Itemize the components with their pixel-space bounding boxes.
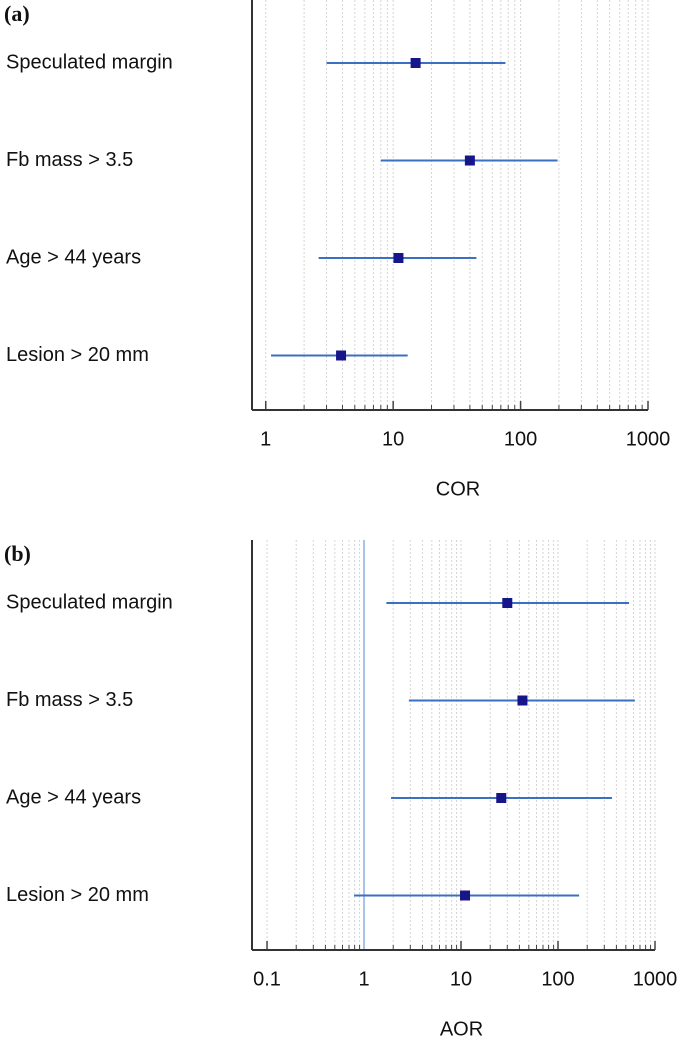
x-tick-label: 1 (260, 428, 271, 450)
point-estimate (460, 890, 471, 901)
category-label: Fb mass > 3.5 (6, 689, 133, 711)
point-estimate (496, 793, 507, 803)
point-estimate (517, 695, 528, 706)
category-label: Age > 44 years (6, 786, 141, 808)
x-axis-label: COR (436, 478, 480, 500)
point-estimate (393, 253, 404, 263)
category-label: Speculated margin (6, 591, 173, 613)
x-tick-label: 10 (450, 968, 472, 990)
category-label: Age > 44 years (6, 246, 141, 268)
x-tick-label: 1000 (633, 968, 678, 990)
point-estimate (336, 350, 347, 361)
category-label: Fb mass > 3.5 (6, 149, 133, 171)
x-tick-label: 10 (382, 428, 404, 450)
point-estimate (502, 598, 513, 608)
category-label: Lesion > 20 mm (6, 884, 149, 906)
x-tick-label: 100 (541, 968, 574, 990)
category-label: Lesion > 20 mm (6, 344, 149, 366)
point-estimate (464, 155, 475, 166)
panel-label: (a) (4, 1, 30, 26)
x-axis-label: AOR (440, 1018, 483, 1040)
x-tick-label: 1 (358, 968, 369, 990)
x-tick-label: 100 (504, 428, 537, 450)
panel-label: (b) (4, 541, 31, 566)
x-tick-label: 0.1 (253, 968, 281, 990)
x-tick-label: 1000 (626, 428, 671, 450)
category-label: Speculated margin (6, 51, 173, 73)
point-estimate (410, 58, 421, 68)
